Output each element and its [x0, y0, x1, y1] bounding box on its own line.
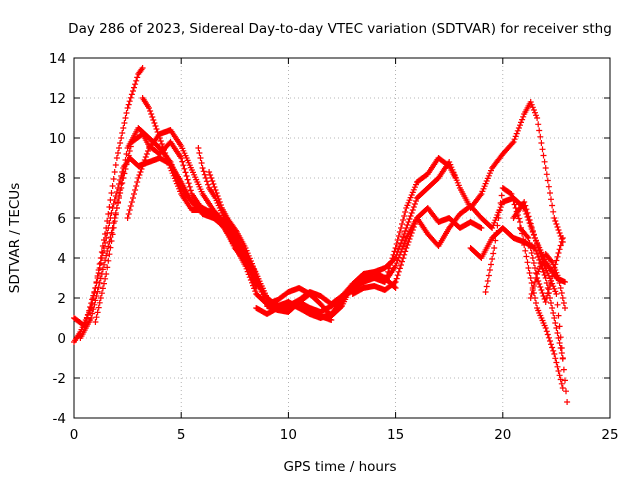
y-tick-label: 4	[57, 251, 66, 267]
y-tick-label: 10	[49, 131, 66, 147]
y-tick-label: -2	[53, 371, 66, 387]
x-tick-label: 20	[494, 427, 511, 443]
plot-frame	[73, 57, 611, 419]
plus-marker-path	[467, 225, 566, 361]
y-tick-label: 2	[57, 291, 66, 307]
x-axis-label: GPS time / hours	[283, 459, 396, 475]
satellite-track-14	[517, 225, 566, 305]
satellite-track-12	[482, 185, 566, 391]
plus-marker-path	[253, 99, 566, 321]
y-tick-label: 6	[57, 211, 66, 227]
satellite-track-9	[253, 99, 566, 321]
satellite-track-11	[467, 225, 566, 361]
chart-title: Day 286 of 2023, Sidereal Day-to-day VTE…	[68, 21, 612, 37]
x-tick-label: 0	[70, 427, 79, 443]
x-tick-label: 5	[177, 427, 186, 443]
y-tick-label: -4	[53, 411, 66, 427]
plus-marker-path	[482, 185, 566, 391]
x-tick-label: 10	[280, 427, 297, 443]
x-tick-label: 15	[387, 427, 404, 443]
axis-tick-labels: 0 5 10 15 20 25 -4 -2 0 2 4 6 8 10 12 14	[49, 51, 619, 443]
y-tick-label: 14	[49, 51, 66, 67]
y-axis-label: SDTVAR / TECUs	[7, 183, 23, 293]
plus-marker-path	[517, 225, 566, 305]
plus-marker-path	[527, 251, 568, 311]
y-tick-label: 0	[57, 331, 66, 347]
y-tick-label: 12	[49, 91, 66, 107]
data-marks	[71, 65, 571, 405]
satellite-track-15	[527, 251, 568, 311]
y-tick-label: 8	[57, 171, 66, 187]
x-tick-label: 25	[601, 427, 618, 443]
